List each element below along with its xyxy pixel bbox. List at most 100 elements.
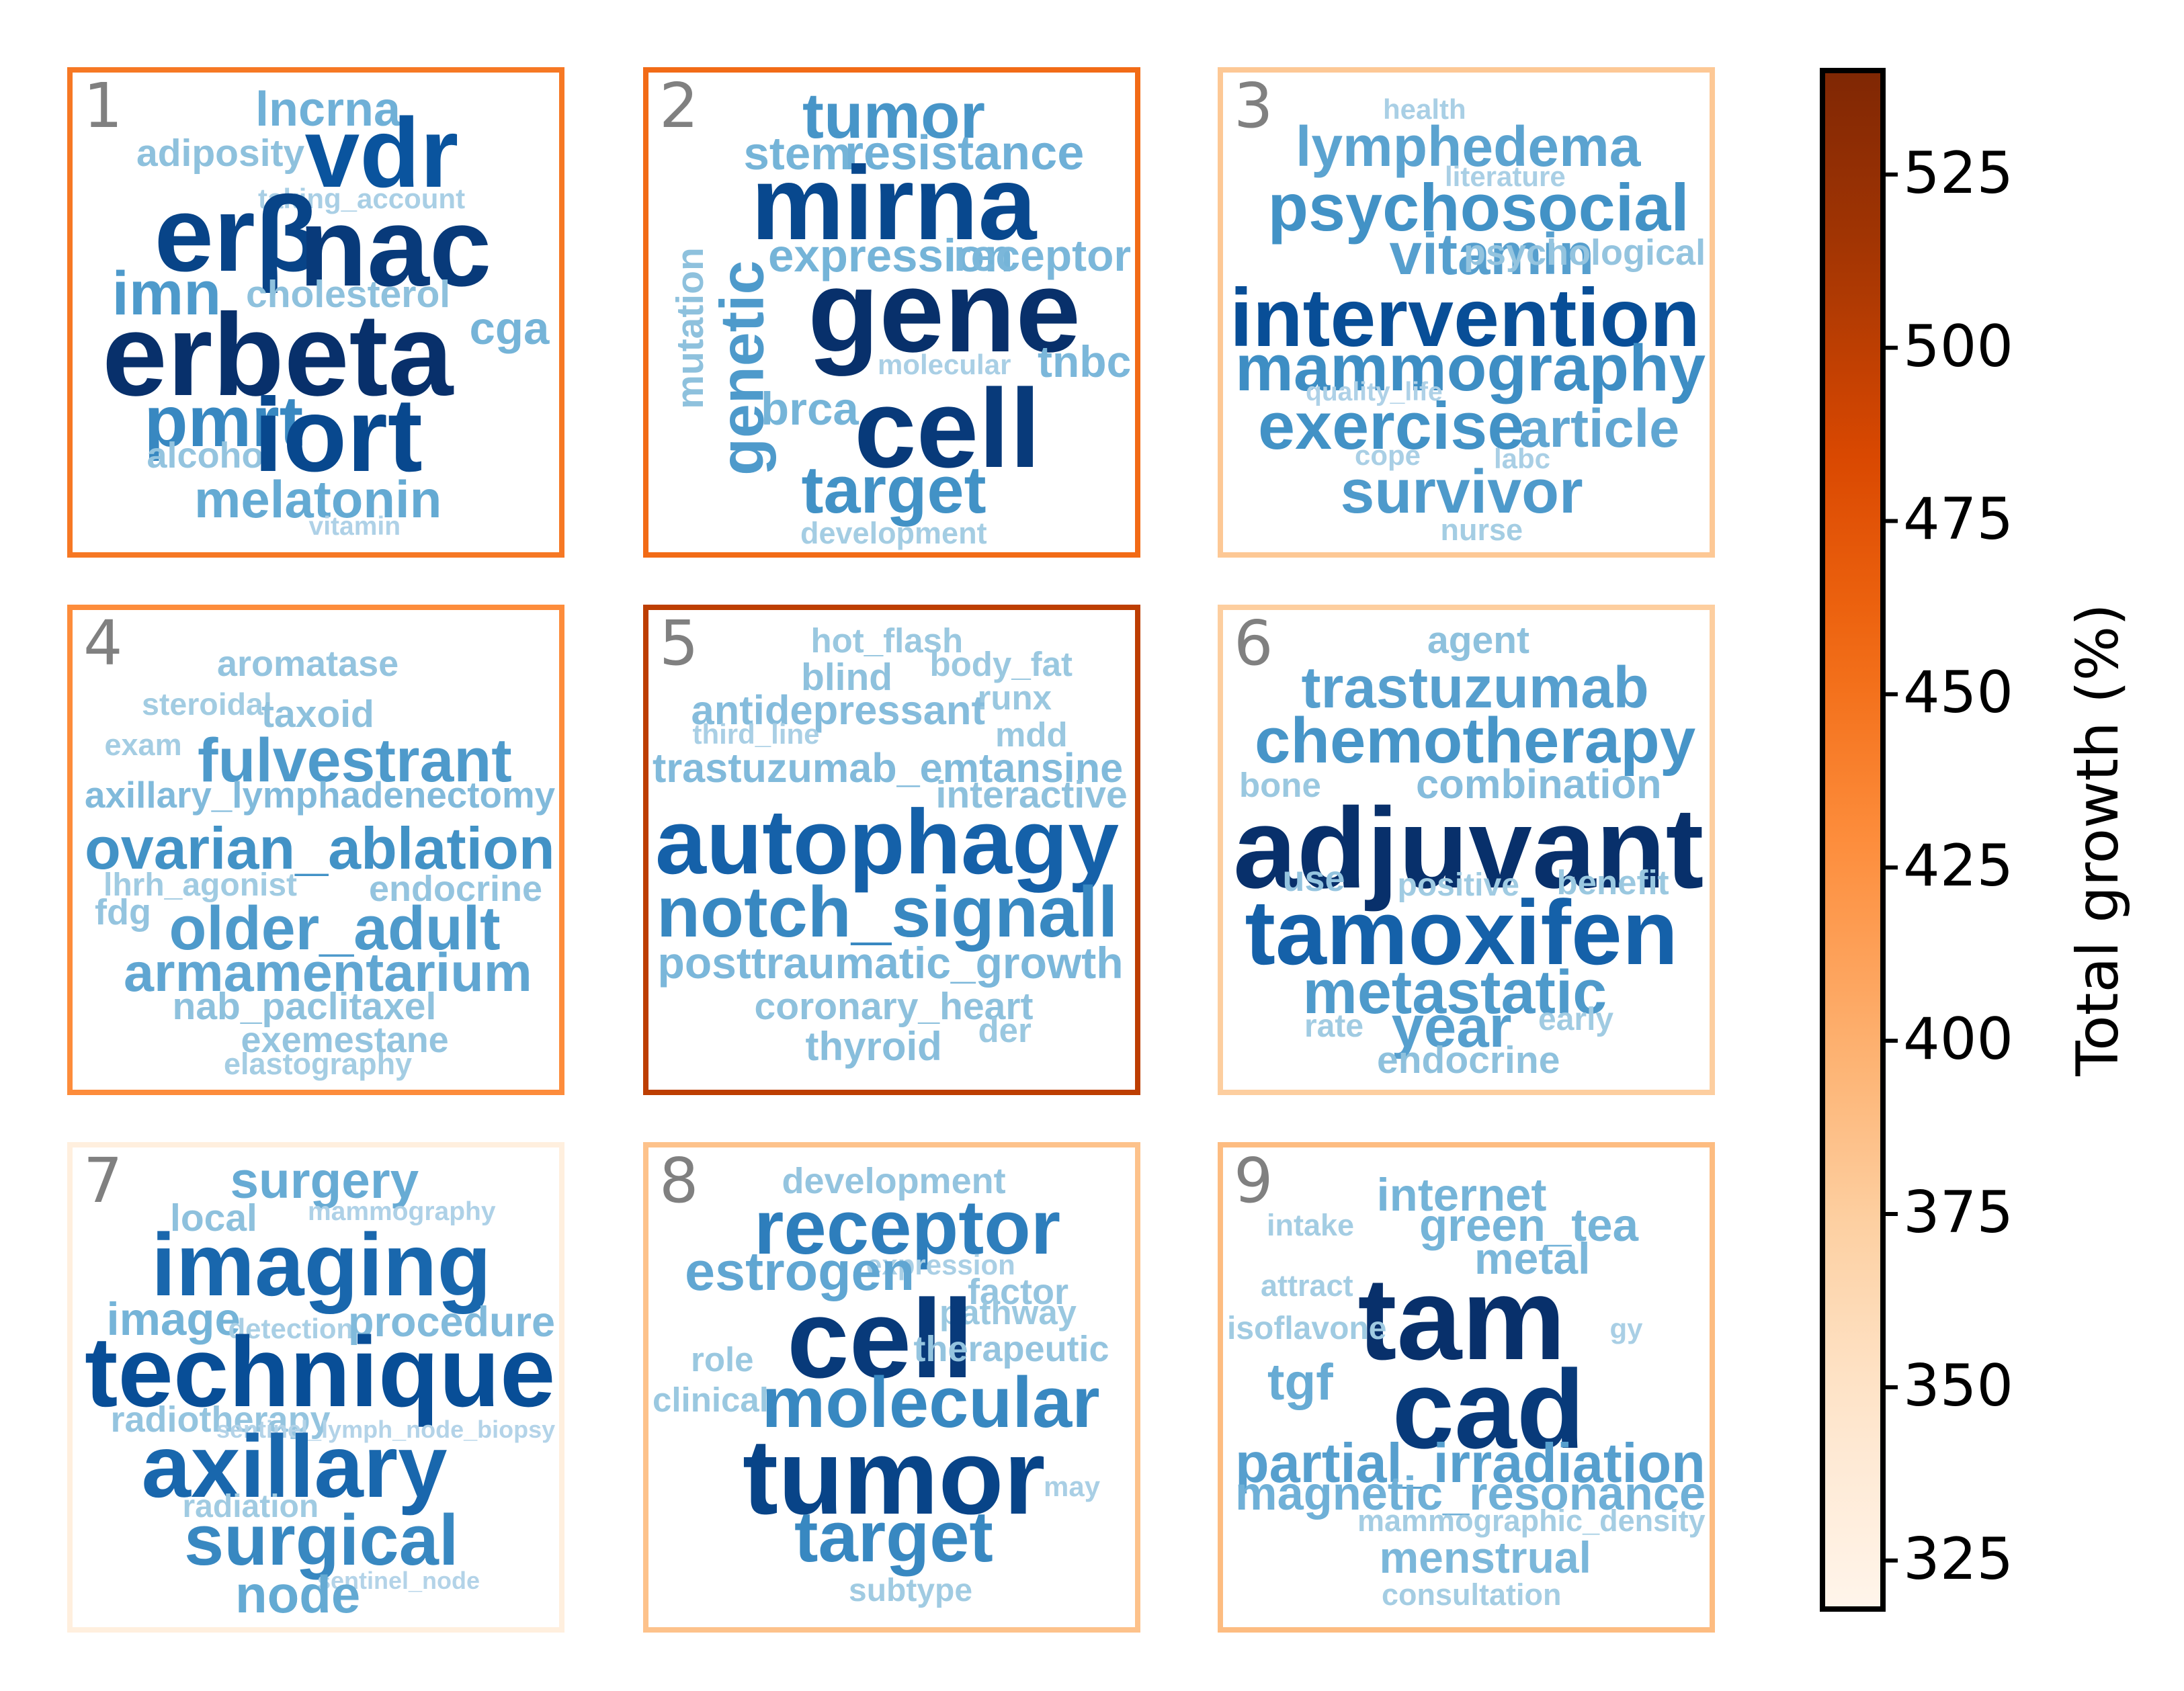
word: rate — [1304, 1008, 1364, 1044]
word: tam — [1357, 1253, 1566, 1384]
word: vdr — [304, 97, 459, 208]
colorbar-gradient — [1820, 68, 1886, 1612]
word: resistance — [845, 126, 1085, 180]
word: cell — [854, 365, 1041, 491]
word: lncrna — [255, 83, 401, 136]
wordcloud-panel-5: 5 hot_flash blind body_fat runx antidepressan… — [643, 605, 1140, 1095]
word: elastography — [224, 1046, 413, 1081]
word: hot_flash — [810, 621, 964, 660]
word: surgical — [184, 1500, 459, 1580]
word: benefit — [1556, 863, 1669, 902]
word: receptor — [754, 1185, 1061, 1270]
word: cell — [787, 1276, 974, 1401]
word: gy — [1609, 1313, 1643, 1344]
word: alcohol — [146, 435, 274, 476]
panel-number: 9 — [1234, 1145, 1273, 1217]
colorbar-label: Total growth (%) — [2064, 603, 2132, 1076]
word: cholesterol — [246, 272, 451, 316]
word: melatonin — [194, 470, 442, 529]
word: adjuvant — [1233, 785, 1704, 912]
word: radiotherapy — [110, 1399, 331, 1440]
wordcloud-panel-1: 1 lncrna adiposity vdr taking_account erβ nac i… — [67, 67, 564, 558]
word: third_line — [692, 718, 820, 750]
word: blind — [801, 655, 893, 699]
word: axillary — [141, 1417, 448, 1516]
word: use — [1282, 859, 1345, 899]
word: article — [1519, 398, 1680, 459]
word: endocrine — [369, 869, 543, 909]
panel-number: 8 — [659, 1145, 699, 1217]
word: nurse — [1440, 512, 1523, 547]
colorbar-tick-label: 525 — [1903, 139, 2014, 207]
word: target — [801, 451, 986, 527]
word: exemestane — [241, 1020, 449, 1060]
word: autophagy — [655, 789, 1120, 893]
wordcloud-panel-8: 8 development receptor expression estrogen fa… — [643, 1142, 1140, 1633]
word: taking_account — [258, 183, 466, 214]
word: magnetic_resonance — [1235, 1467, 1706, 1520]
word: may — [1044, 1471, 1101, 1502]
word: surgery — [230, 1152, 419, 1209]
word: cga — [469, 302, 550, 354]
colorbar-tick-label: 400 — [1903, 1006, 2014, 1074]
word: psychosocial — [1267, 169, 1689, 245]
colorbar-tick-label: 450 — [1903, 659, 2014, 727]
word: sentinel_lymph_node_biopsy — [216, 1416, 556, 1443]
word: fulvestrant — [198, 726, 512, 795]
word: consultation — [1382, 1577, 1562, 1612]
word: armamentarium — [124, 942, 532, 1003]
word: tnbc — [1038, 337, 1132, 386]
wordcloud-panel-9: 9 internet intake green_tea metal attract tam i… — [1218, 1142, 1715, 1633]
word: isoflavone — [1227, 1311, 1387, 1346]
word: gene — [808, 245, 1081, 376]
word: cope — [1355, 439, 1421, 471]
panel-number: 5 — [659, 607, 699, 679]
word: imn — [112, 259, 222, 328]
panel-number: 6 — [1234, 607, 1273, 679]
word: interactive — [935, 773, 1128, 816]
word: image — [106, 1293, 241, 1345]
word: lymphedema — [1296, 115, 1641, 178]
word: health — [1383, 93, 1466, 125]
panel-number: 3 — [1234, 70, 1273, 142]
word: combination — [1416, 761, 1662, 808]
word: intake — [1267, 1207, 1355, 1242]
word: molecular — [878, 349, 1011, 380]
word: procedure — [348, 1298, 556, 1346]
word: role — [691, 1340, 754, 1379]
word: technique — [85, 1317, 556, 1428]
word: green_tea — [1419, 1199, 1638, 1251]
word: adiposity — [136, 131, 305, 175]
word: sentinel_node — [317, 1567, 480, 1594]
word: exercise — [1258, 388, 1525, 463]
word: target — [794, 1496, 993, 1577]
word: trastuzumab — [1301, 654, 1649, 720]
word: lhrh_agonist — [103, 867, 298, 903]
word: pmrt — [144, 381, 304, 462]
word: steroidal — [142, 686, 272, 722]
word: year — [1391, 994, 1512, 1059]
word: development — [782, 1161, 1006, 1201]
word: runx — [977, 678, 1052, 717]
word: fdg — [95, 892, 151, 933]
word: nab_paclitaxel — [172, 984, 437, 1028]
word: positive — [1397, 867, 1519, 903]
panel-number: 1 — [83, 70, 123, 142]
word: coronary_heart — [754, 984, 1034, 1028]
word: quality_life — [1306, 377, 1443, 406]
colorbar-tick-label: 375 — [1903, 1179, 2014, 1247]
word: expression — [768, 229, 1013, 281]
panel-number: 4 — [83, 607, 123, 679]
colorbar-tick-label: 500 — [1903, 312, 2014, 380]
word: antidepressant — [691, 687, 985, 734]
word: estrogen — [685, 1241, 915, 1302]
word: clinical — [653, 1380, 769, 1419]
word: early — [1538, 1002, 1614, 1037]
word: endocrine — [1377, 1038, 1560, 1082]
word: tumor — [802, 80, 985, 152]
word: notch_signall — [657, 871, 1118, 952]
word: mdd — [995, 715, 1068, 754]
word: aromatase — [217, 644, 399, 684]
